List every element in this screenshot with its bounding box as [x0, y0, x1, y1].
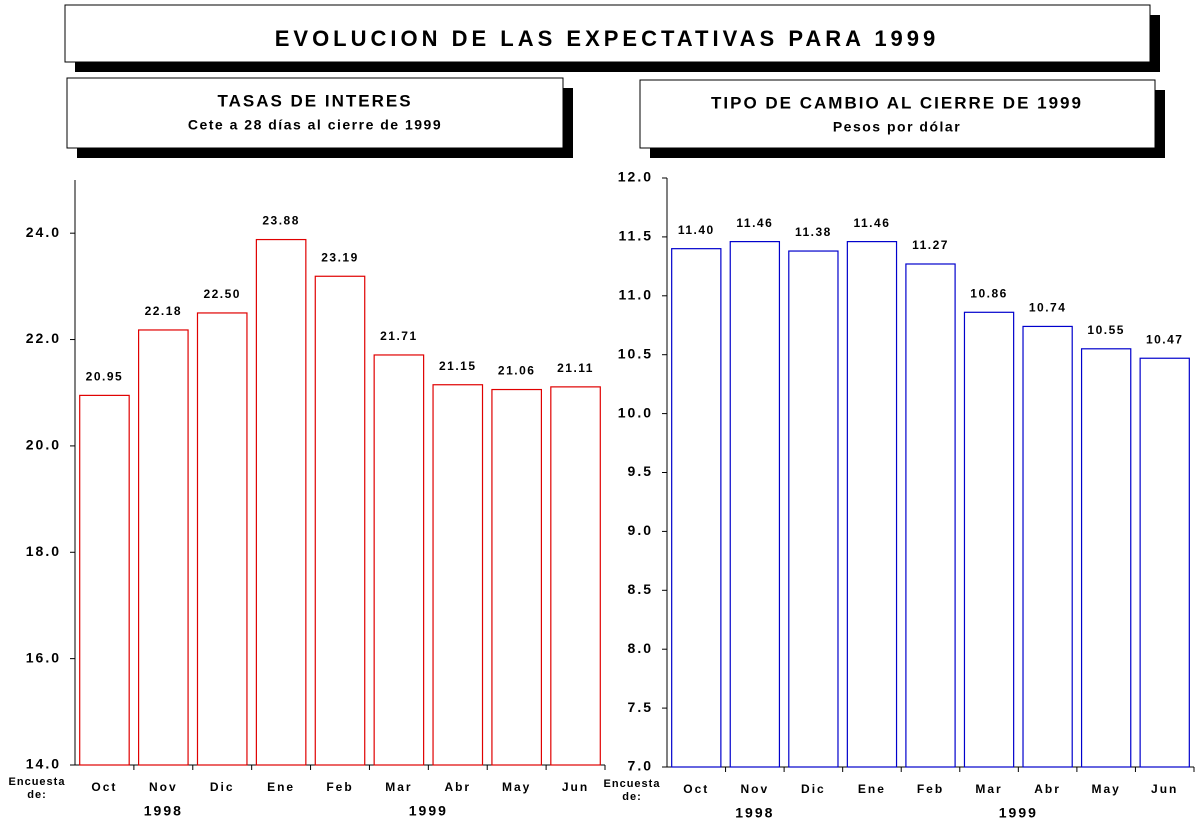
main-title: EVOLUCION DE LAS EXPECTATIVAS PARA 1999 [275, 26, 940, 51]
bar [846, 241, 898, 768]
value-label: 20.95 [86, 370, 124, 384]
x-tick-label: Mar [975, 782, 1002, 796]
x-tick-label: Oct [683, 782, 709, 796]
x-group-label: 1998 [735, 805, 774, 820]
x-tick-label: Jun [562, 780, 589, 794]
bar [79, 394, 130, 766]
x-group-label: 1998 [144, 803, 183, 819]
x-tick-label: Dic [210, 780, 235, 794]
value-label: 11.38 [795, 225, 832, 239]
x-group-label: 1999 [999, 805, 1038, 820]
y-tick-label: 9.0 [628, 522, 653, 538]
y-tick-label: 18.0 [26, 543, 61, 559]
value-label: 10.86 [970, 286, 1008, 300]
x-tick-label: Ene [858, 782, 886, 796]
bar [196, 312, 248, 766]
x-tick-label: May [1091, 782, 1120, 796]
y-tick-label: 8.0 [628, 640, 653, 656]
y-tick-label: 11.5 [619, 228, 653, 244]
x-tick-label: Ene [267, 780, 295, 794]
subtitle-box [639, 79, 1156, 149]
x-axis-label: Encuesta [604, 778, 661, 790]
y-tick-label: 24.0 [26, 224, 61, 240]
x-tick-label: Dic [801, 782, 826, 796]
value-label: 11.40 [678, 223, 715, 237]
y-tick-label: 11.0 [619, 287, 653, 303]
value-label: 11.46 [736, 216, 773, 230]
y-tick-label: 10.5 [618, 345, 653, 361]
bar [1022, 325, 1073, 768]
value-label: 10.74 [1029, 301, 1067, 315]
y-tick-label: 16.0 [26, 649, 61, 665]
value-label: 21.06 [498, 364, 536, 378]
value-label: 23.88 [262, 214, 300, 228]
y-tick-label: 10.0 [618, 404, 653, 420]
bar [1139, 357, 1190, 768]
bar [671, 248, 722, 768]
x-tick-label: Jun [1151, 782, 1178, 796]
y-tick-label: 7.5 [628, 699, 653, 715]
bar [138, 329, 189, 766]
x-group-label: 1999 [409, 803, 448, 819]
value-label: 21.11 [557, 361, 594, 375]
bar [432, 384, 484, 766]
y-tick-label: 7.0 [628, 758, 653, 774]
value-label: 21.15 [439, 359, 477, 373]
bar [491, 388, 542, 766]
value-label: 10.55 [1087, 323, 1125, 337]
value-label: 21.71 [380, 329, 418, 343]
bar [905, 263, 956, 768]
x-tick-label: Abr [444, 780, 471, 794]
x-tick-label: Oct [91, 780, 117, 794]
bar [1080, 348, 1132, 768]
value-label: 22.50 [203, 287, 241, 301]
chart-subtitle: Pesos por dólar [833, 119, 961, 135]
y-tick-label: 20.0 [26, 437, 61, 453]
value-label: 22.18 [145, 304, 183, 318]
x-tick-label: Abr [1034, 782, 1061, 796]
chart-title: TASAS DE INTERES [217, 91, 412, 110]
value-label: 10.47 [1146, 332, 1184, 346]
x-tick-label: May [502, 780, 531, 794]
chart-subtitle: Cete a 28 días al cierre de 1999 [188, 117, 442, 133]
x-axis-label: de: [622, 791, 642, 803]
x-tick-label: Feb [917, 782, 944, 796]
bar [788, 250, 839, 768]
x-axis-label: de: [27, 789, 47, 801]
x-tick-label: Nov [740, 782, 769, 796]
x-axis-label: Encuesta [9, 776, 66, 788]
bar [255, 238, 307, 766]
y-tick-label: 22.0 [26, 330, 61, 346]
bar [314, 275, 366, 766]
y-tick-label: 8.5 [628, 581, 653, 597]
bar [963, 311, 1015, 768]
y-tick-label: 9.5 [628, 463, 653, 479]
x-tick-label: Feb [326, 780, 353, 794]
bar [373, 354, 425, 766]
bar [729, 241, 781, 768]
value-label: 11.46 [854, 216, 891, 230]
x-tick-label: Nov [149, 780, 178, 794]
y-tick-label: 14.0 [26, 756, 61, 772]
y-tick-label: 12.0 [618, 169, 653, 185]
x-tick-label: Mar [385, 780, 412, 794]
subtitle-box [66, 77, 564, 149]
value-label: 23.19 [321, 250, 359, 264]
title-box [64, 4, 1151, 63]
value-label: 11.27 [912, 238, 949, 252]
bar [550, 386, 601, 766]
chart-title: TIPO DE CAMBIO AL CIERRE DE 1999 [711, 93, 1083, 112]
